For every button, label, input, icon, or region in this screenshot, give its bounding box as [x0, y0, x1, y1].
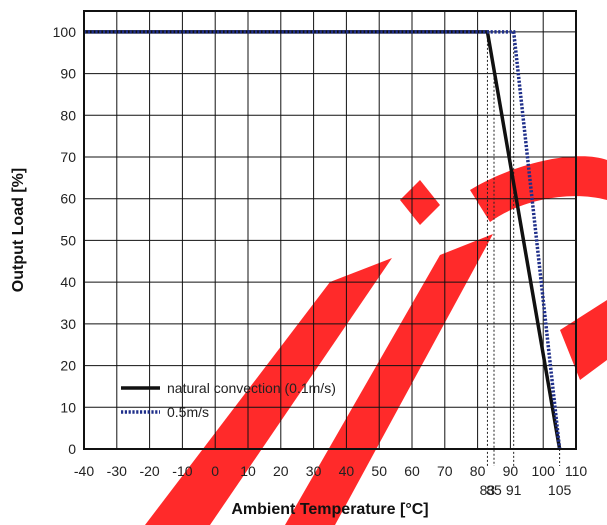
x-axis-title: Ambient Temperature [°C] — [231, 501, 428, 518]
watermark-dot — [400, 180, 440, 225]
y-axis-title: Output Load [%] — [10, 168, 27, 292]
y-tick-label: 90 — [60, 66, 76, 82]
x-tick-label: 110 — [565, 463, 588, 479]
y-tick-label: 20 — [60, 358, 76, 374]
x-tick-label: 50 — [371, 463, 387, 479]
y-tick-label: 50 — [60, 232, 76, 248]
x-tick-label: 30 — [306, 463, 322, 479]
x-tick-label: 40 — [339, 463, 355, 479]
x-tick-label: 70 — [437, 463, 453, 479]
x-tick-label: 60 — [404, 463, 420, 479]
watermark — [145, 156, 607, 525]
x-tick-label: -40 — [74, 463, 94, 479]
y-tick-label: 60 — [60, 191, 76, 207]
marker-guides — [486, 31, 561, 466]
y-tick-labels: 0 10 20 30 40 50 60 70 80 90 100 — [53, 24, 77, 457]
x-tick-label: 10 — [240, 463, 256, 479]
x-tick-label: 80 — [470, 463, 486, 479]
marker-label: 105 — [548, 482, 572, 498]
x-tick-label: 90 — [503, 463, 519, 479]
x-tick-label: 0 — [211, 463, 219, 479]
x-tick-label: -10 — [172, 463, 192, 479]
watermark-stroke — [470, 156, 607, 222]
y-tick-label: 70 — [60, 149, 76, 165]
x-tick-label: -20 — [139, 463, 159, 479]
series-line-0.5ms — [84, 30, 562, 450]
x-tick-labels: -40 -30 -20 -10 0 10 20 30 40 50 60 70 80 90 100 110 — [74, 463, 587, 479]
plot-frame — [83, 10, 577, 450]
y-tick-label: 80 — [60, 107, 76, 123]
watermark-stroke — [560, 300, 607, 380]
y-tick-label: 40 — [60, 274, 76, 290]
y-tick-label: 100 — [53, 24, 77, 40]
x-tick-label: 20 — [273, 463, 289, 479]
series-lines — [84, 30, 562, 450]
legend-label-natural: natural convection (0.1m/s) — [167, 380, 336, 396]
legend-label-0.5: 0.5m/s — [167, 404, 209, 420]
watermark-stroke — [285, 234, 493, 525]
marker-label: 91 — [506, 482, 522, 498]
legend: natural convection (0.1m/s) 0.5m/s — [121, 380, 336, 420]
y-tick-label: 30 — [60, 316, 76, 332]
x-tick-label: -30 — [107, 463, 127, 479]
marker-label: 83 — [480, 482, 496, 498]
y-tick-label: 0 — [68, 441, 76, 457]
x-tick-label: 100 — [532, 463, 556, 479]
y-tick-label: 10 — [60, 399, 76, 415]
watermark-stroke — [145, 258, 392, 525]
marker-label: 85 — [486, 482, 502, 498]
